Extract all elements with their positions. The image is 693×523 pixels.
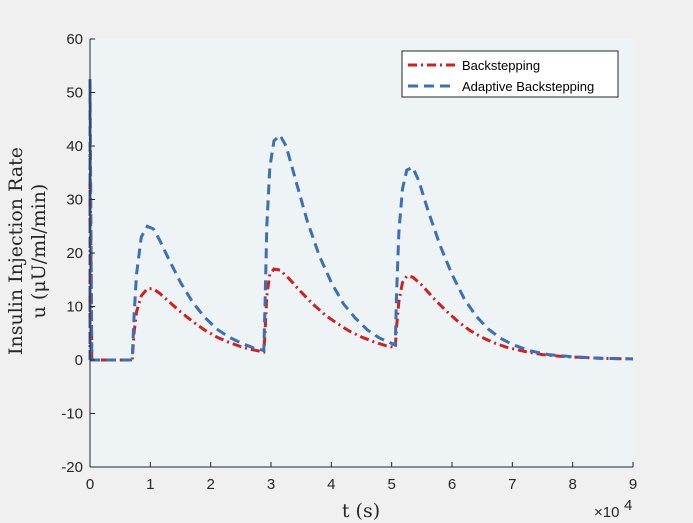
y-tick-label: 30 — [66, 192, 83, 209]
plot-area — [90, 39, 633, 467]
x-tick-label: 5 — [387, 476, 395, 493]
x-tick-label: 7 — [508, 476, 516, 493]
y-axis-label: Insulin Injection Rate u (μU/ml/min) — [5, 147, 50, 355]
x-tick-label: 9 — [629, 476, 637, 493]
legend-box — [401, 50, 619, 98]
y-tick-label: 20 — [66, 245, 83, 262]
x-tick-label: 8 — [568, 476, 576, 493]
y-tick-label: 40 — [66, 138, 83, 155]
x-multiplier-base: ×10 — [594, 504, 619, 521]
series-layer — [88, 79, 634, 362]
y-axis-label-line1: Insulin Injection Rate — [5, 147, 27, 355]
legend-label-backstepping: Backstepping — [462, 58, 540, 73]
x-axis-label: t (s) — [342, 500, 380, 522]
y-tick-label: 10 — [66, 299, 83, 316]
x-tick-label: 2 — [206, 476, 214, 493]
x-multiplier: ×10 4 — [594, 497, 632, 521]
series-line-backstepping — [88, 145, 634, 362]
legend-label-adaptive-backstepping: Adaptive Backstepping — [462, 79, 594, 94]
y-tick-label: -10 — [61, 406, 83, 423]
y-tick-label: 60 — [66, 31, 83, 48]
legend: Backstepping Adaptive Backstepping — [401, 50, 619, 98]
axes-layer: 0 1 2 3 4 5 6 7 8 9 -20 -10 0 10 20 30 40 50 60 — [61, 31, 637, 493]
x-tick-label: 1 — [146, 476, 154, 493]
x-tick-label: 4 — [327, 476, 335, 493]
x-multiplier-exponent: 4 — [624, 497, 632, 514]
y-tick-label: 50 — [66, 85, 83, 102]
x-tick-label: 0 — [86, 476, 94, 493]
y-axis-label-line2: u (μU/ml/min) — [28, 184, 50, 319]
x-tick-label: 6 — [448, 476, 456, 493]
series-line-adaptive-backstepping — [88, 79, 634, 362]
y-tick-label: -20 — [61, 459, 83, 476]
x-tick-label: 3 — [267, 476, 275, 493]
y-tick-label: 0 — [75, 352, 83, 369]
